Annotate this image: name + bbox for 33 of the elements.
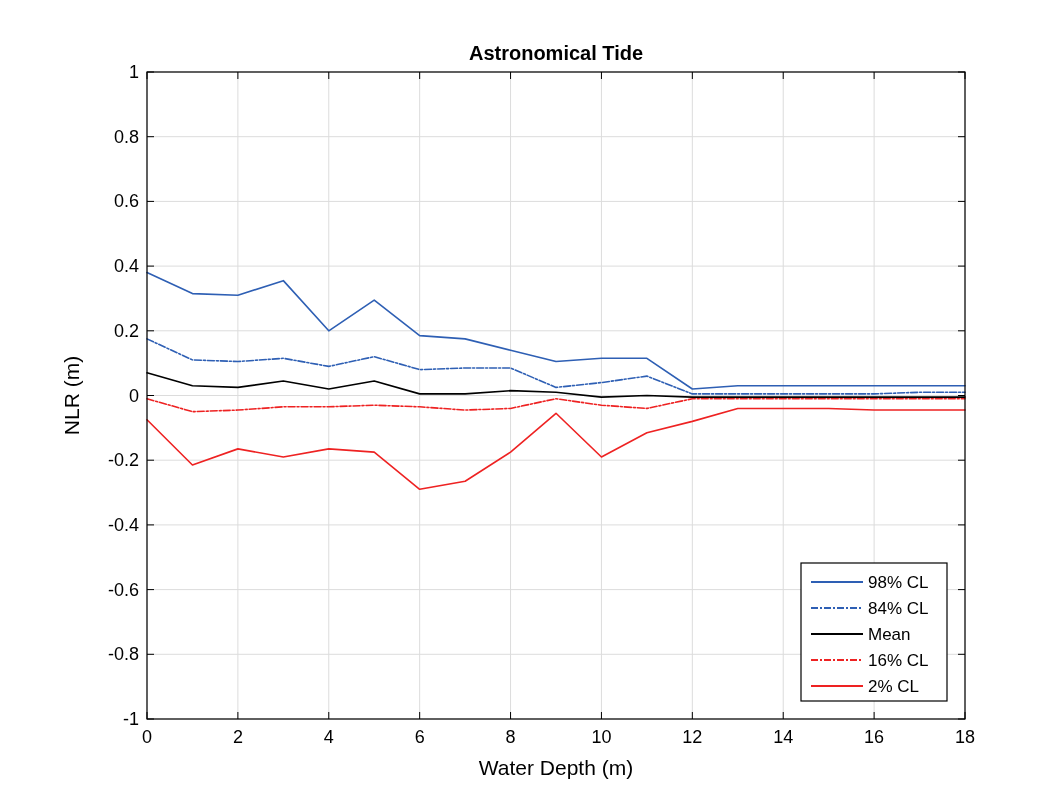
y-tick-label: -0.6: [107, 579, 139, 600]
legend-label: 16% CL: [868, 651, 929, 670]
y-tick-label: 0.6: [113, 191, 139, 212]
y-tick-label: 1: [128, 62, 139, 82]
x-tick-label: 4: [323, 727, 334, 747]
y-tick-label: -0.8: [107, 644, 139, 665]
x-tick-label: 16: [864, 727, 885, 747]
y-tick-label: -0.4: [107, 514, 139, 535]
legend-label: 2% CL: [868, 677, 920, 696]
line-series: [146, 397, 966, 413]
line-series: [146, 407, 966, 491]
y-axis-title: NLR (m): [60, 355, 83, 436]
x-tick-label: 14: [773, 727, 794, 747]
y-tick-label: 0.2: [113, 320, 139, 341]
y-tick-label: 0.8: [113, 126, 139, 147]
x-tick-label: 8: [505, 727, 516, 747]
y-tick-label: -0.2: [107, 450, 139, 471]
x-tick-label: 18: [954, 727, 976, 747]
line-series: [146, 338, 966, 395]
x-tick-label: 10: [591, 727, 612, 747]
legend-label: Mean: [868, 625, 911, 644]
x-tick-label: 0: [141, 727, 153, 747]
x-axis-title: Water Depth (m): [478, 756, 634, 779]
chart-title: Astronomical Tide: [468, 42, 644, 64]
y-tick-label: 0.4: [113, 256, 139, 277]
y-tick-label: 0: [128, 385, 139, 406]
x-tick-label: 12: [682, 727, 703, 747]
x-tick-label: 2: [232, 727, 243, 747]
x-tick-label: 6: [414, 727, 425, 747]
legend-label: 98% CL: [868, 573, 929, 592]
y-tick-label: -1: [122, 709, 139, 729]
legend-label: 84% CL: [868, 599, 929, 618]
line-series: [146, 271, 966, 390]
